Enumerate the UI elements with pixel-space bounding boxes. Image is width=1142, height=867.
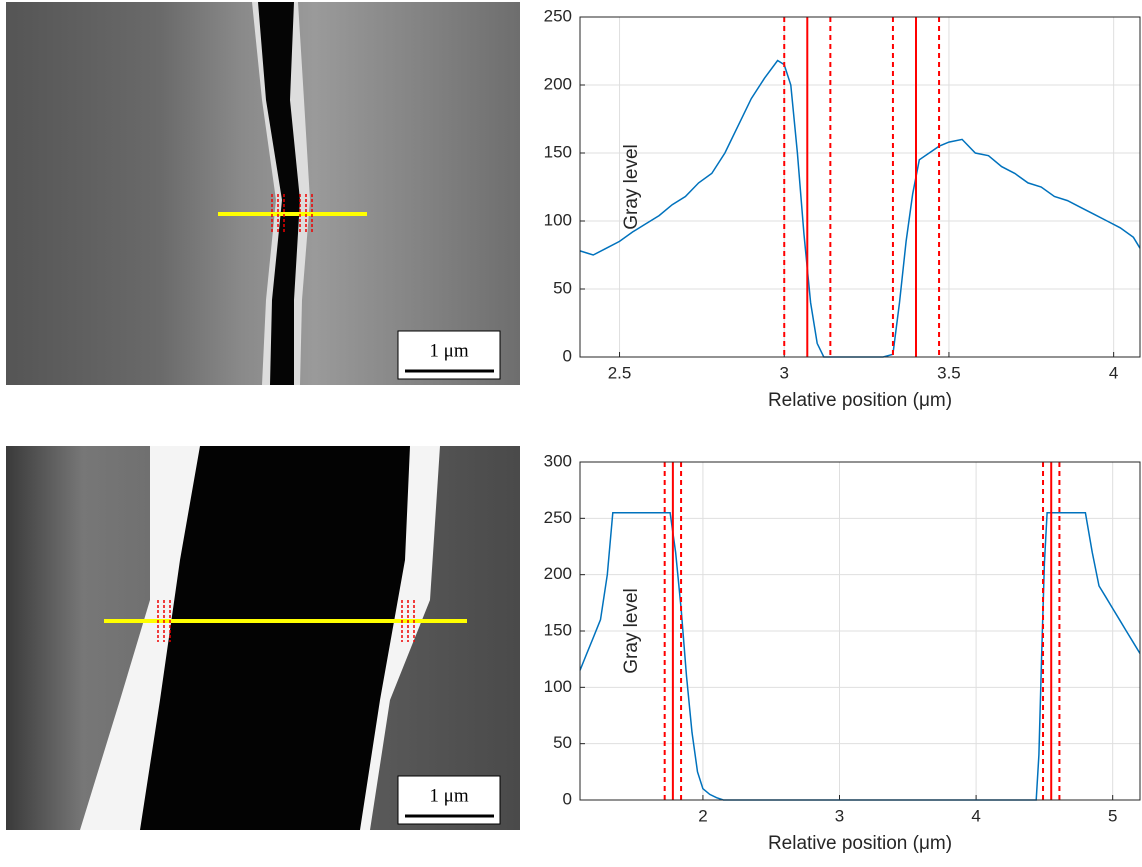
x-tick-label: 2 <box>698 806 707 825</box>
y-tick-label: 100 <box>544 210 572 229</box>
x-axis-label: Relative position (μm) <box>768 390 952 411</box>
y-axis-label: Gray level <box>621 588 642 674</box>
y-tick-label: 150 <box>544 620 572 639</box>
y-tick-label: 0 <box>563 789 572 808</box>
y-tick-label: 200 <box>544 564 572 583</box>
scale-label: 1 μm <box>429 340 468 361</box>
y-tick-label: 0 <box>563 346 572 365</box>
y-tick-label: 50 <box>553 733 572 752</box>
x-tick-label: 3 <box>835 806 844 825</box>
x-tick-label: 3.5 <box>937 363 961 382</box>
y-axis-label: Gray level <box>621 144 642 230</box>
plot-frame <box>579 16 1141 358</box>
plot-area <box>580 17 1140 357</box>
sem-image-bottom: 1 μm <box>6 446 520 830</box>
y-tick-label: 300 <box>544 451 572 470</box>
x-tick-label: 4 <box>1109 363 1118 382</box>
y-tick-label: 150 <box>544 142 572 161</box>
x-tick-label: 4 <box>971 806 980 825</box>
chart: 0 50 100 150 200 250 300 2 3 4 5 Relative position … <box>544 451 1141 854</box>
scale-label: 1 μm <box>429 785 468 806</box>
chart: 0 50 100 150 200 250 2.5 3 3.5 4 Relative position… <box>544 6 1141 411</box>
x-tick-label: 5 <box>1108 806 1117 825</box>
y-tick-label: 200 <box>544 74 572 93</box>
x-axis-label: Relative position (μm) <box>768 833 952 854</box>
plot-frame <box>579 461 1141 801</box>
sem-image-top: 1 μm <box>6 2 520 385</box>
y-tick-label: 50 <box>553 278 572 297</box>
x-tick-label: 2.5 <box>608 363 632 382</box>
x-tick-label: 3 <box>780 363 789 382</box>
y-tick-label: 250 <box>544 6 572 25</box>
y-tick-label: 100 <box>544 677 572 696</box>
y-tick-label: 250 <box>544 508 572 527</box>
